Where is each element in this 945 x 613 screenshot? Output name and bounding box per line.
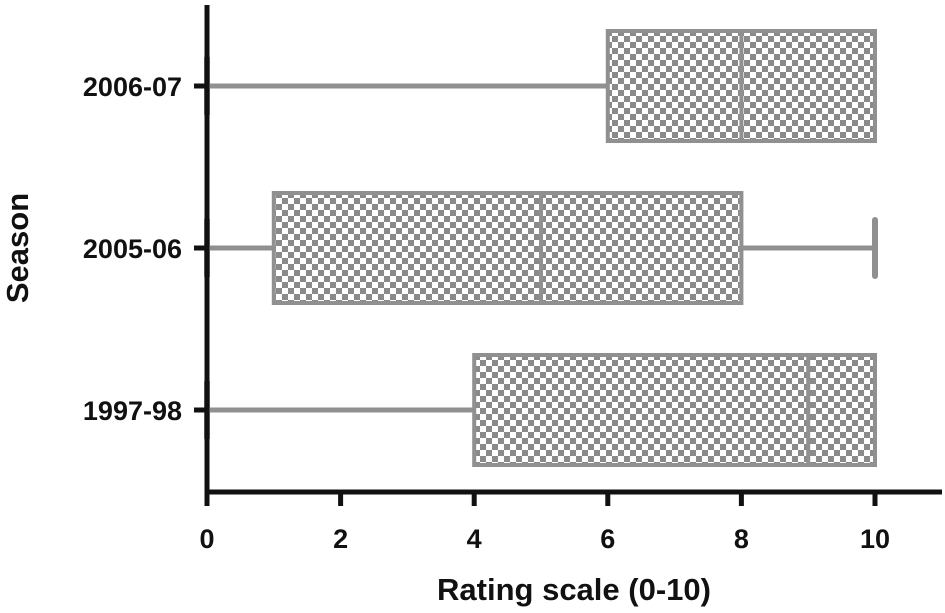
axes: 2006-07 2005-06 1997-98 0 2 4 6 8 10 bbox=[83, 5, 942, 554]
x-tick-label-10: 10 bbox=[860, 524, 890, 554]
x-tick-label-2: 2 bbox=[333, 524, 348, 554]
y-axis-title: Season bbox=[0, 193, 35, 303]
x-tick-label-0: 0 bbox=[199, 524, 214, 554]
x-axis-title: Rating scale (0-10) bbox=[437, 572, 711, 607]
x-tick-label-6: 6 bbox=[600, 524, 615, 554]
x-tick-label-4: 4 bbox=[467, 524, 482, 554]
plot-area bbox=[204, 29, 878, 467]
x-tick-label-8: 8 bbox=[734, 524, 749, 554]
y-tick-label-1997-98: 1997-98 bbox=[83, 396, 182, 426]
box-2005-06 bbox=[271, 191, 744, 305]
y-tick-label-2006-07: 2006-07 bbox=[83, 72, 182, 102]
box-1997-98 bbox=[472, 353, 877, 467]
y-tick-label-2005-06: 2005-06 bbox=[83, 234, 182, 264]
